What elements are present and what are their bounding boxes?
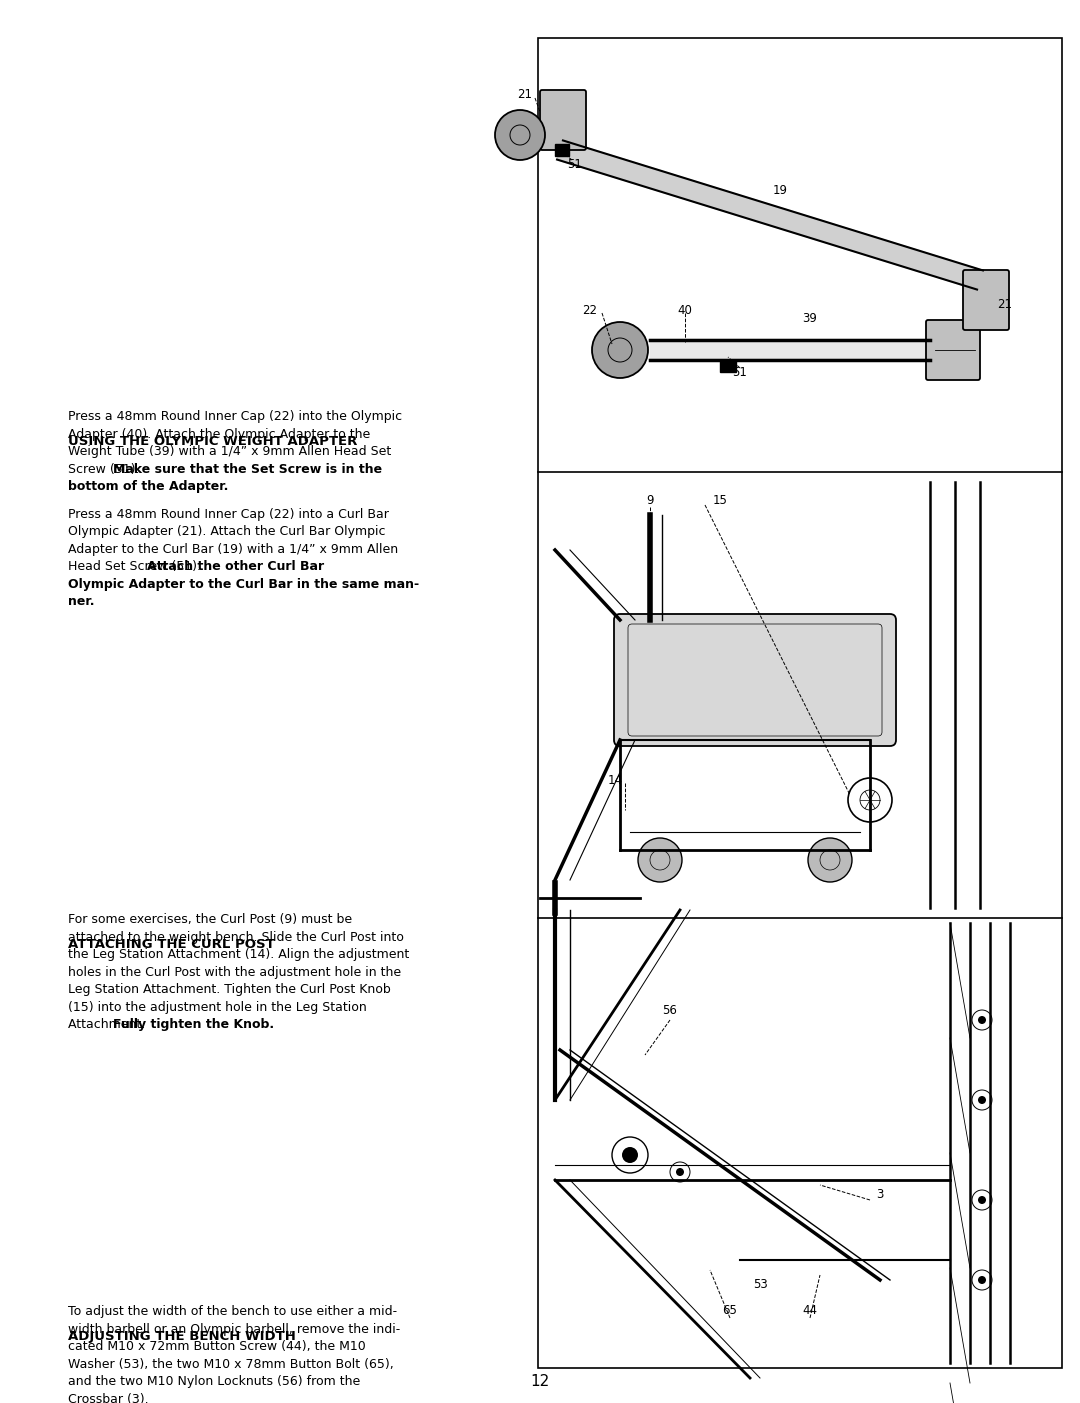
FancyBboxPatch shape <box>615 615 896 746</box>
Text: Adapter to the Curl Bar (19) with a 1/4” x 9mm Allen: Adapter to the Curl Bar (19) with a 1/4”… <box>68 543 399 556</box>
Text: 12: 12 <box>530 1374 550 1389</box>
Text: To adjust the width of the bench to use either a mid-: To adjust the width of the bench to use … <box>68 1305 397 1317</box>
Text: 44: 44 <box>802 1303 818 1316</box>
Text: 56: 56 <box>662 1003 677 1017</box>
Circle shape <box>808 838 852 882</box>
Text: Attachment.: Attachment. <box>68 1019 149 1031</box>
Text: 15: 15 <box>713 494 728 506</box>
Polygon shape <box>557 140 983 289</box>
Text: 21: 21 <box>998 299 1013 311</box>
FancyBboxPatch shape <box>963 269 1009 330</box>
Text: 65: 65 <box>723 1303 738 1316</box>
Text: the Leg Station Attachment (14). Align the adjustment: the Leg Station Attachment (14). Align t… <box>68 948 409 961</box>
Text: 39: 39 <box>802 311 818 324</box>
Text: ner.: ner. <box>68 595 95 607</box>
Text: Weight Tube (39) with a 1/4” x 9mm Allen Head Set: Weight Tube (39) with a 1/4” x 9mm Allen… <box>68 445 391 457</box>
Text: 51: 51 <box>732 366 747 379</box>
Text: 21: 21 <box>517 88 532 101</box>
Text: Olympic Adapter (21). Attach the Curl Bar Olympic: Olympic Adapter (21). Attach the Curl Ba… <box>68 525 386 537</box>
Text: For some exercises, the Curl Post (9) must be: For some exercises, the Curl Post (9) mu… <box>68 913 352 926</box>
Text: Head Set Screw (51).: Head Set Screw (51). <box>68 560 205 572</box>
Text: attached to the weight bench. Slide the Curl Post into: attached to the weight bench. Slide the … <box>68 930 404 943</box>
Circle shape <box>638 838 681 882</box>
Text: Crossbar (3).: Crossbar (3). <box>68 1393 149 1403</box>
Bar <box>720 361 735 372</box>
Text: width barbell or an Olympic barbell, remove the indi-: width barbell or an Olympic barbell, rem… <box>68 1323 401 1336</box>
Text: Adapter (40). Attach the Olympic Adapter to the: Adapter (40). Attach the Olympic Adapter… <box>68 428 370 441</box>
Text: 3: 3 <box>876 1188 883 1201</box>
Bar <box>538 38 1062 1368</box>
Text: 22: 22 <box>582 303 597 317</box>
FancyBboxPatch shape <box>926 320 980 380</box>
Text: USING THE OLYMPIC WEIGHT ADAPTER: USING THE OLYMPIC WEIGHT ADAPTER <box>68 435 357 448</box>
Circle shape <box>676 1169 684 1176</box>
Text: 14: 14 <box>607 773 622 787</box>
Circle shape <box>978 1195 986 1204</box>
Text: ADJUSTING THE BENCH WIDTH: ADJUSTING THE BENCH WIDTH <box>68 1330 296 1343</box>
Bar <box>555 145 569 156</box>
Text: 40: 40 <box>677 303 692 317</box>
Text: Olympic Adapter to the Curl Bar in the same man-: Olympic Adapter to the Curl Bar in the s… <box>68 578 419 591</box>
Circle shape <box>622 1148 638 1163</box>
Text: Press a 48mm Round Inner Cap (22) into the Olympic: Press a 48mm Round Inner Cap (22) into t… <box>68 410 402 422</box>
Text: Press a 48mm Round Inner Cap (22) into a Curl Bar: Press a 48mm Round Inner Cap (22) into a… <box>68 508 389 521</box>
Text: holes in the Curl Post with the adjustment hole in the: holes in the Curl Post with the adjustme… <box>68 965 401 978</box>
Text: (15) into the adjustment hole in the Leg Station: (15) into the adjustment hole in the Leg… <box>68 1000 367 1013</box>
Text: Fully tighten the Knob.: Fully tighten the Knob. <box>113 1019 274 1031</box>
Text: 53: 53 <box>753 1278 768 1292</box>
Text: bottom of the Adapter.: bottom of the Adapter. <box>68 480 228 492</box>
Circle shape <box>592 323 648 377</box>
Circle shape <box>978 1096 986 1104</box>
Circle shape <box>495 109 545 160</box>
Text: 9: 9 <box>646 494 653 506</box>
FancyBboxPatch shape <box>540 90 586 150</box>
Text: Washer (53), the two M10 x 78mm Button Bolt (65),: Washer (53), the two M10 x 78mm Button B… <box>68 1358 394 1371</box>
Text: 51: 51 <box>568 159 582 171</box>
Text: Leg Station Attachment. Tighten the Curl Post Knob: Leg Station Attachment. Tighten the Curl… <box>68 984 391 996</box>
Text: Screw (51).: Screw (51). <box>68 463 144 476</box>
Circle shape <box>978 1016 986 1024</box>
Text: and the two M10 Nylon Locknuts (56) from the: and the two M10 Nylon Locknuts (56) from… <box>68 1375 361 1388</box>
Text: ATTACHING THE CURL POST: ATTACHING THE CURL POST <box>68 939 274 951</box>
Circle shape <box>978 1275 986 1284</box>
Text: 19: 19 <box>772 184 787 196</box>
Text: Attach the other Curl Bar: Attach the other Curl Bar <box>147 560 324 572</box>
Text: Make sure that the Set Screw is in the: Make sure that the Set Screw is in the <box>113 463 382 476</box>
Text: cated M10 x 72mm Button Screw (44), the M10: cated M10 x 72mm Button Screw (44), the … <box>68 1340 366 1352</box>
